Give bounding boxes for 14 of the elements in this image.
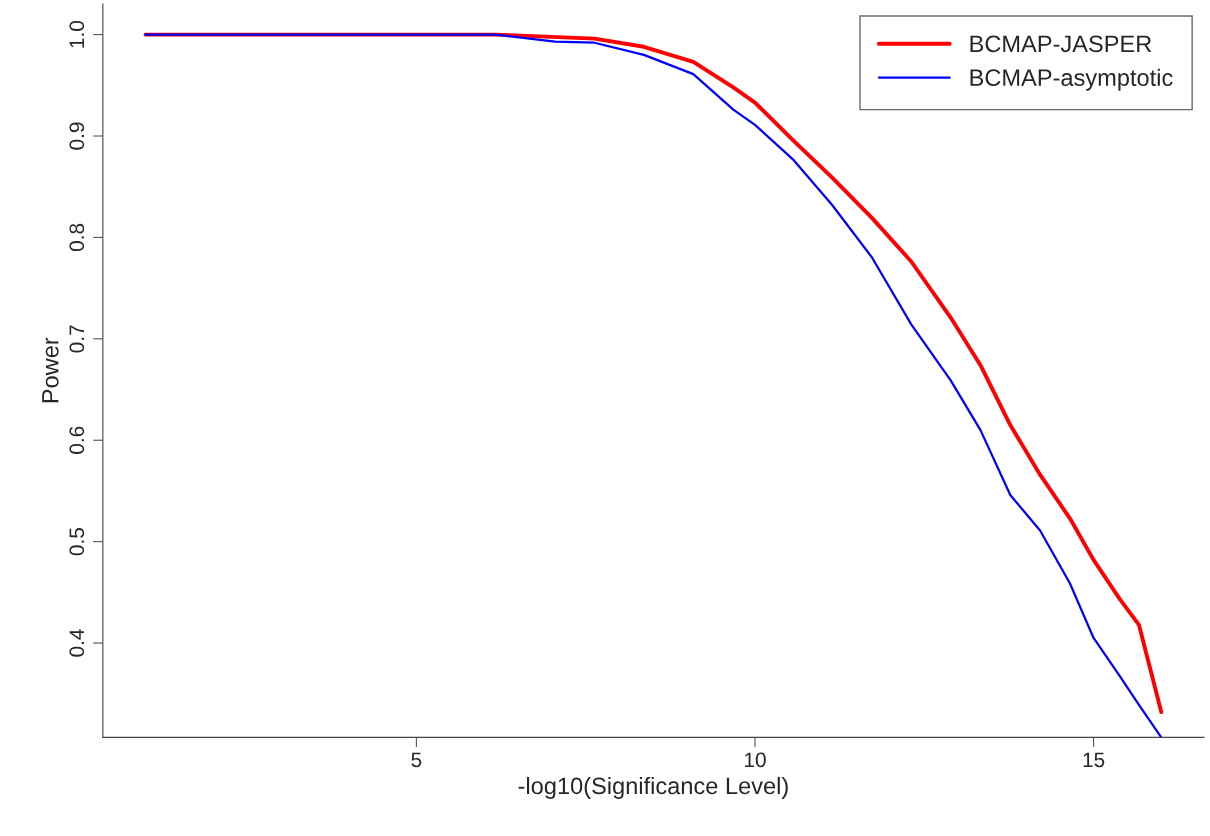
y-tick-label: 1.0 bbox=[69, 20, 85, 48]
legend-label: BCMAP-asymptotic bbox=[970, 68, 1173, 91]
y-axis-title: Power bbox=[42, 337, 59, 403]
y-tick-label: 0.9 bbox=[69, 122, 85, 150]
y-tick-label: 0.7 bbox=[69, 325, 85, 353]
x-tick-label: 15 bbox=[1083, 752, 1105, 768]
y-tick-label: 0.5 bbox=[69, 528, 85, 556]
y-tick-label: 0.8 bbox=[69, 223, 85, 252]
x-tick-label: 10 bbox=[744, 752, 766, 768]
legend-label: BCMAP-JASPER bbox=[970, 35, 1152, 53]
x-axis-title: -log10(Significance Level) bbox=[518, 776, 788, 799]
x-tick-label: 5 bbox=[411, 752, 422, 768]
y-tick-label: 0.6 bbox=[69, 426, 85, 454]
y-tick-label: 0.4 bbox=[69, 629, 85, 657]
